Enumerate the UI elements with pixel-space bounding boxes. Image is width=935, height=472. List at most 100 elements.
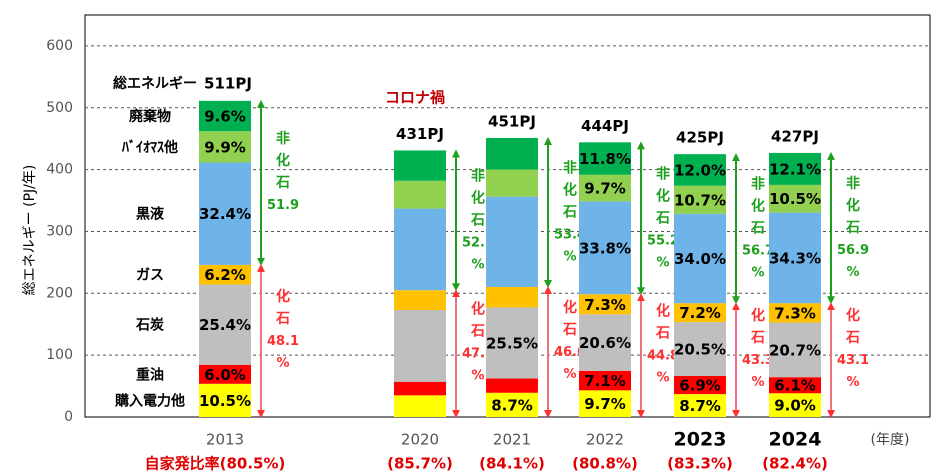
value-part: 53.4 [554, 227, 586, 242]
series-name: ﾊﾞｲｵﾏｽ他 [121, 139, 178, 156]
segment-label: 32.4% [199, 205, 251, 223]
fossil-title: 石 [470, 324, 485, 340]
bar-segment [199, 264, 251, 285]
bar-segment [199, 284, 251, 365]
non-fossil-value: 56.7% [742, 243, 774, 280]
total-label: 451PJ [488, 112, 536, 130]
bar-segment [579, 142, 631, 175]
non-fossil-title: 非 [276, 130, 290, 147]
segment-label: 6.0% [204, 366, 246, 384]
bar-segment [579, 390, 631, 417]
fossil-value: 46.6% [554, 344, 586, 381]
y-tick-label: 0 [64, 409, 73, 425]
non-fossil-title: 化 [563, 181, 577, 198]
total-label: 425PJ [676, 129, 724, 147]
value-part: % [471, 257, 484, 272]
fossil-title: 石 [275, 311, 290, 327]
bar-segment [674, 303, 726, 323]
segment-label: 12.1% [769, 160, 821, 178]
non-fossil-title: 石 [845, 220, 860, 236]
value-part: 46.6 [554, 344, 586, 359]
bar-segment [769, 184, 821, 213]
value-part: 55.2 [647, 233, 679, 248]
x-tick-label: 2024 [769, 429, 822, 451]
segment-label: 12.0% [674, 161, 726, 179]
bar-segment [769, 377, 821, 394]
bar-segment [486, 169, 538, 197]
segment-label: 10.5% [769, 190, 821, 208]
fossil-title: 化 [751, 307, 765, 324]
bar-segment [394, 310, 446, 382]
segment-label: 7.2% [679, 304, 721, 322]
y-tick-label: 200 [46, 285, 73, 301]
ratio-label: 自家発比率(80.5%) [145, 455, 286, 472]
bar-segment [769, 152, 821, 185]
fossil-title: 化 [846, 307, 860, 324]
fossil-title: 石 [750, 330, 765, 346]
non-fossil-title: 化 [471, 189, 485, 206]
value-part: 51.9 [267, 197, 299, 212]
bar-segment [579, 370, 631, 391]
fossil-title: 化 [656, 303, 670, 320]
segment-label: 25.4% [199, 316, 251, 334]
segment-label: 20.5% [674, 341, 726, 359]
bar-segment [394, 381, 446, 396]
series-name: ガス [136, 268, 164, 284]
bar-segment [674, 185, 726, 214]
segment-label: 6.9% [679, 377, 721, 395]
y-tick-label: 500 [46, 100, 73, 116]
value-part: 43.3 [742, 353, 774, 368]
series-name: 黒液 [136, 206, 165, 223]
non-fossil-value: 55.2% [647, 233, 679, 270]
total-label: 511PJ [204, 75, 252, 93]
segment-label: 6.2% [204, 266, 246, 284]
x-tick-label: 2023 [674, 429, 727, 451]
total-label: 444PJ [581, 117, 629, 135]
value-part: 56.9 [837, 243, 869, 258]
total-label: 431PJ [396, 125, 444, 143]
bar-segment [199, 100, 251, 132]
non-fossil-title: 非 [751, 176, 765, 193]
segment-label: 25.5% [486, 334, 538, 352]
value-part: 43.1 [837, 353, 869, 368]
segment-label: 8.7% [679, 397, 721, 415]
non-fossil-value: 51.9 [267, 197, 299, 212]
non-fossil-title: 石 [562, 204, 577, 220]
segment-label: 10.7% [674, 191, 726, 209]
y-tick-label: 600 [46, 38, 73, 54]
fossil-value: 48.1% [267, 333, 299, 370]
bar-segment [579, 201, 631, 295]
ratio-label: (83.3%) [667, 455, 733, 472]
bar-segment [394, 150, 446, 181]
bar-segment [394, 395, 446, 417]
ratio-label: (80.8%) [572, 455, 638, 472]
bar-segment [486, 378, 538, 393]
fossil-title: 化 [276, 288, 290, 305]
annotation: コロナ禍 [385, 89, 445, 107]
bar-segment [199, 383, 251, 417]
bar-segment [769, 322, 821, 378]
bar-segment [769, 303, 821, 323]
fossil-title: 化 [471, 301, 485, 318]
value-part: % [751, 265, 764, 280]
non-fossil-title: 非 [656, 165, 670, 182]
bar-segment [486, 196, 538, 287]
bar-segment [486, 286, 538, 308]
total-title: 総エネルギー [113, 75, 197, 92]
segment-label: 9.0% [774, 397, 816, 415]
segment-label: 8.7% [491, 396, 533, 414]
ratio-label: (82.4%) [762, 455, 828, 472]
bar-segment [199, 364, 251, 384]
bar-segment [486, 392, 538, 417]
segment-label: 6.1% [774, 377, 816, 395]
segment-label: 20.6% [579, 334, 631, 352]
non-fossil-title: 化 [751, 198, 765, 215]
segment-label: 7.1% [584, 372, 626, 390]
bar-segment [486, 307, 538, 379]
fossil-value: 43.3% [742, 353, 774, 390]
segment-label: 34.3% [769, 249, 821, 267]
segment-label: 7.3% [774, 304, 816, 322]
value-part: % [751, 375, 764, 390]
x-tick-label: 2021 [493, 431, 531, 449]
